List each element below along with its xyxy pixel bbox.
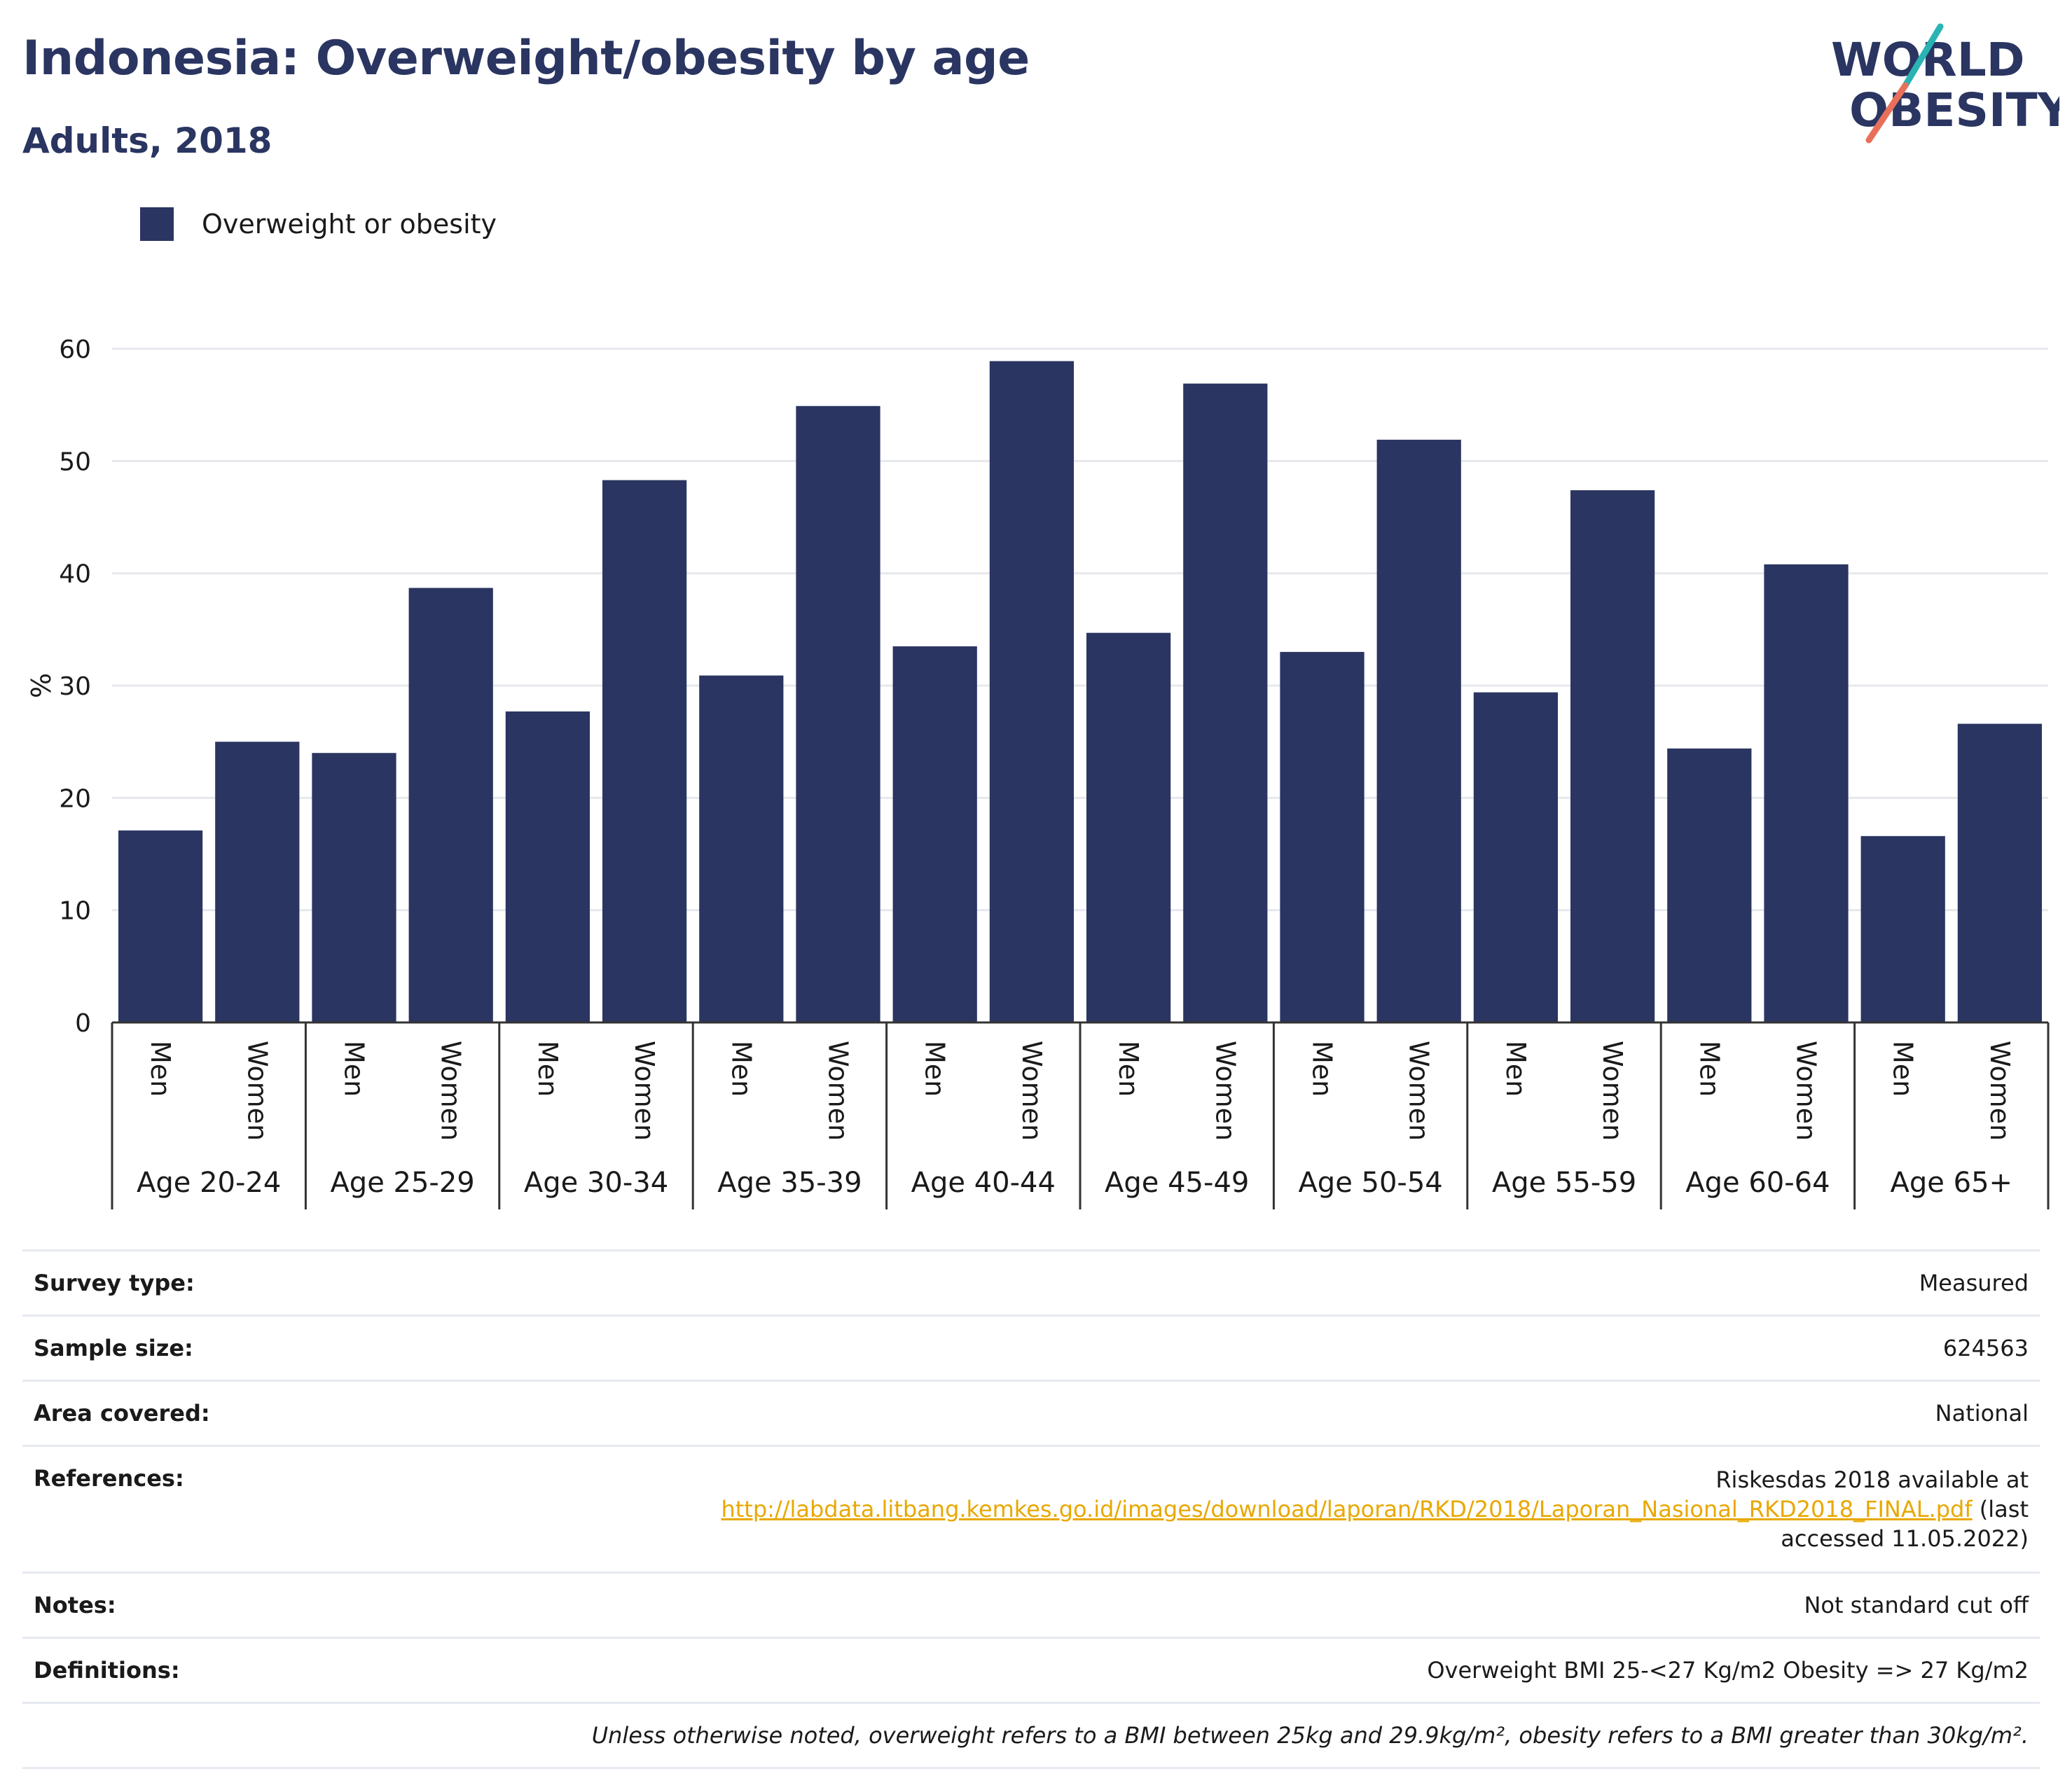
bar: [1957, 723, 2043, 1022]
x-group-label: Age 25-29: [330, 1167, 474, 1199]
y-tick-label: 50: [59, 448, 91, 476]
bar-chart: 0 10 20 30 40 50 60% Men Women Age 20-24 Men Women A…: [26, 335, 2050, 1209]
bar: [1860, 835, 1945, 1022]
bar: [1376, 439, 1461, 1022]
info-row-notes: Notes: Not standard cut off: [22, 1572, 2040, 1637]
info-label: Area covered:: [34, 1400, 210, 1427]
info-label: References:: [34, 1465, 184, 1492]
x-category-label: Men: [1307, 1041, 1338, 1097]
info-value: National: [1935, 1400, 2029, 1427]
chart-title: Indonesia: Overweight/obesity by age: [22, 31, 1030, 86]
x-category-label: Men: [1500, 1041, 1531, 1097]
bar: [408, 588, 493, 1022]
y-axis-label: %: [26, 673, 57, 698]
info-label: Notes:: [34, 1592, 116, 1618]
info-row-sample-size: Sample size: 624563: [22, 1314, 2040, 1380]
x-category-label: Men: [1888, 1041, 1919, 1097]
bar: [602, 480, 687, 1022]
legend: Overweight or obesity: [140, 207, 497, 241]
y-tick-label: 10: [59, 897, 91, 926]
bar: [699, 675, 784, 1022]
bar: [118, 830, 203, 1022]
x-group-label: Age 35-39: [717, 1167, 862, 1199]
x-group-label: Age 55-59: [1492, 1167, 1636, 1199]
bar: [989, 361, 1075, 1022]
x-category-label: Women: [1404, 1041, 1435, 1141]
x-category-label: Men: [726, 1041, 757, 1097]
info-label: Sample size:: [34, 1335, 193, 1361]
info-row-area-covered: Area covered: National: [22, 1380, 2040, 1445]
reference-suffix: (last accessed 11.05.2022): [1781, 1496, 2029, 1552]
x-group-label: Age 20-24: [137, 1167, 281, 1199]
x-category-label: Women: [1984, 1041, 2015, 1141]
info-row-survey-type: Survey type: Measured: [22, 1249, 2040, 1314]
reference-prefix: Riskesdas 2018 available at: [1715, 1466, 2029, 1493]
chart-subtitle: Adults, 2018: [22, 120, 272, 161]
info-row-references: References: Riskesdas 2018 available at …: [22, 1445, 2040, 1572]
info-value: Not standard cut off: [1804, 1592, 2029, 1618]
x-group-label: Age 40-44: [911, 1167, 1056, 1199]
x-category-label: Women: [629, 1041, 660, 1141]
logo-line1: WORLD: [1831, 33, 2025, 87]
x-group-label: Age 65+: [1891, 1167, 2013, 1199]
logo-slash-bottom: [1865, 82, 1909, 144]
x-group-label: Age 45-49: [1105, 1167, 1249, 1199]
x-category-label: Men: [1113, 1041, 1144, 1097]
footnote: Unless otherwise noted, overweight refer…: [22, 1702, 2040, 1769]
info-value: Riskesdas 2018 available at http://labda…: [628, 1465, 2029, 1553]
info-value: 624563: [1942, 1335, 2029, 1361]
y-tick-label: 40: [59, 560, 91, 589]
x-category-label: Men: [145, 1041, 176, 1097]
info-value: Measured: [1919, 1270, 2029, 1296]
y-tick-label: 30: [59, 672, 91, 701]
legend-label: Overweight or obesity: [202, 209, 497, 240]
bar: [505, 711, 590, 1022]
x-group-label: Age 30-34: [524, 1167, 668, 1199]
x-category-label: Men: [1694, 1041, 1725, 1097]
x-group-label: Age 60-64: [1685, 1167, 1830, 1199]
x-category-label: Women: [436, 1041, 467, 1141]
bar: [1473, 692, 1559, 1022]
x-category-label: Men: [532, 1041, 563, 1097]
bar: [312, 753, 396, 1022]
bar: [1280, 651, 1365, 1022]
bar: [1667, 748, 1752, 1022]
x-group-label: Age 50-54: [1298, 1167, 1442, 1199]
logo-line2: OBESITY: [1849, 83, 2059, 137]
world-obesity-logo: WORLD OBESITY: [1831, 23, 2059, 144]
x-category-label: Women: [1210, 1041, 1241, 1141]
y-tick-label: 20: [59, 784, 91, 813]
x-category-label: Women: [1597, 1041, 1628, 1141]
x-category-label: Men: [339, 1041, 370, 1097]
bar: [1183, 383, 1268, 1022]
x-category-label: Women: [1791, 1041, 1822, 1141]
y-tick-label: 60: [59, 335, 91, 364]
logo-slash-top: [1902, 23, 1944, 89]
info-value: Overweight BMI 25-<27 Kg/m2 Obesity => 2…: [1427, 1657, 2029, 1684]
info-label: Definitions:: [34, 1657, 180, 1684]
bar: [1570, 490, 1655, 1022]
bar: [1086, 632, 1171, 1022]
bar: [796, 405, 880, 1022]
x-category-label: Women: [242, 1041, 272, 1141]
x-category-label: Men: [920, 1041, 951, 1097]
y-tick-label: 0: [75, 1009, 91, 1038]
info-row-definitions: Definitions: Overweight BMI 25-<27 Kg/m2…: [22, 1637, 2040, 1702]
x-category-label: Women: [823, 1041, 854, 1141]
legend-swatch: [140, 207, 174, 241]
bar: [892, 646, 977, 1022]
x-category-label: Women: [1016, 1041, 1047, 1141]
info-label: Survey type:: [34, 1270, 195, 1296]
reference-link[interactable]: http://labdata.litbang.kemkes.go.id/imag…: [721, 1496, 1973, 1522]
bar: [1764, 564, 1849, 1022]
info-table: Survey type: Measured Sample size: 62456…: [22, 1249, 2040, 1769]
bar: [215, 742, 300, 1022]
